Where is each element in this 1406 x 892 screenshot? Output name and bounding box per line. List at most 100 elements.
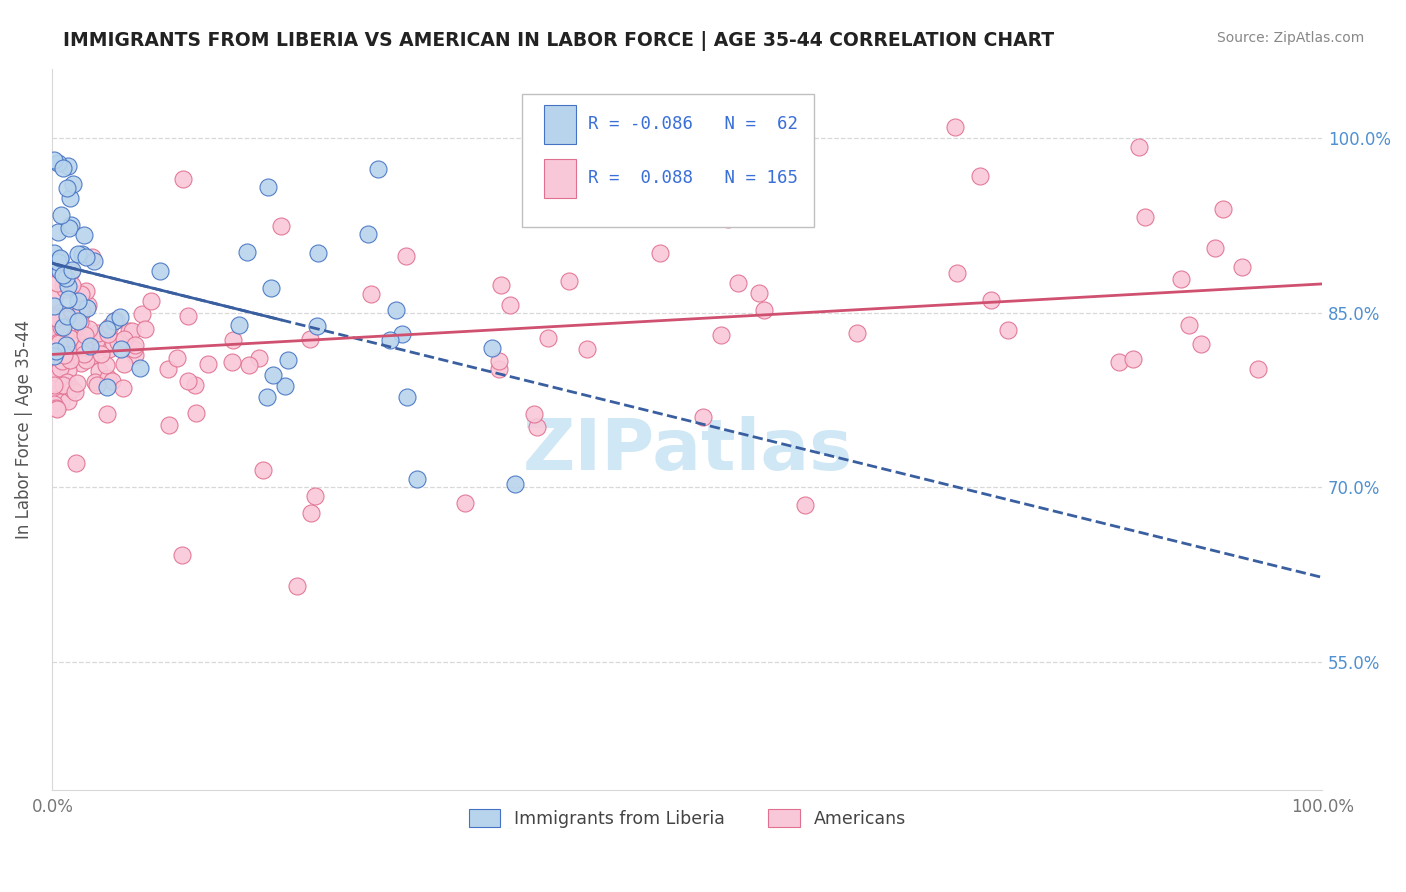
Point [52, 161, 75, 176]
Point [262, 368, 284, 382]
Point [60, 265, 83, 279]
Point [60, 382, 83, 396]
Point [112, 381, 135, 395]
Point [454, 495, 477, 509]
Point [131, 308, 153, 322]
Point [45, 324, 67, 338]
Point [945, 266, 967, 280]
Point [177, 374, 200, 388]
Point [121, 325, 143, 339]
Point [42, 332, 65, 346]
Point [56, 375, 79, 389]
Point [70, 286, 93, 301]
Point [56, 393, 79, 408]
Point [75, 284, 97, 298]
Point [149, 263, 172, 277]
Point [42, 153, 65, 168]
Point [256, 180, 278, 194]
Point [59, 351, 82, 365]
Point [1122, 351, 1144, 366]
FancyBboxPatch shape [523, 94, 814, 227]
Point [52, 334, 75, 349]
Point [65, 456, 87, 470]
Point [63, 339, 86, 353]
Point [48, 335, 70, 350]
Point [98, 318, 121, 333]
Point [222, 333, 245, 347]
Point [391, 326, 413, 341]
Point [44, 246, 66, 260]
Point [42, 376, 65, 391]
Point [59, 353, 82, 368]
Point [42, 299, 65, 313]
Text: R =  0.088   N = 165: R = 0.088 N = 165 [588, 169, 799, 187]
Point [1204, 241, 1226, 255]
Point [45, 343, 67, 358]
Point [710, 328, 733, 343]
Point [60, 332, 83, 346]
Point [97, 342, 120, 356]
Point [183, 378, 205, 392]
Point [75, 250, 97, 264]
Point [46, 276, 69, 290]
Point [55, 310, 77, 325]
Point [96, 359, 118, 373]
Point [489, 277, 512, 292]
Point [52, 277, 75, 292]
Point [299, 506, 322, 520]
Point [97, 371, 120, 385]
Point [395, 249, 418, 263]
Point [49, 395, 72, 409]
Point [141, 294, 163, 309]
Point [156, 361, 179, 376]
Point [305, 318, 328, 333]
Point [124, 337, 146, 351]
Point [997, 324, 1019, 338]
Point [256, 390, 278, 404]
Point [60, 263, 83, 277]
Point [51, 336, 73, 351]
Point [238, 358, 260, 372]
Point [86, 378, 108, 392]
Point [44, 349, 66, 363]
Point [96, 322, 118, 336]
Point [94, 327, 117, 342]
Point [70, 247, 93, 261]
Point [46, 374, 69, 388]
Point [1108, 354, 1130, 368]
Point [378, 333, 401, 347]
Point [73, 341, 96, 355]
Point [80, 250, 103, 264]
Point [307, 245, 329, 260]
Point [42, 311, 65, 326]
Point [522, 407, 544, 421]
Point [51, 317, 73, 331]
Point [79, 339, 101, 353]
Point [503, 477, 526, 491]
Point [48, 306, 70, 320]
Point [72, 319, 94, 334]
Point [112, 331, 135, 345]
Point [45, 393, 67, 408]
Point [172, 172, 194, 186]
Y-axis label: In Labor Force | Age 35-44: In Labor Force | Age 35-44 [15, 319, 32, 539]
Point [727, 276, 749, 290]
Point [134, 321, 156, 335]
Point [101, 374, 124, 388]
Point [77, 322, 100, 336]
Point [108, 310, 131, 324]
Point [648, 246, 671, 260]
Point [260, 281, 283, 295]
Point [166, 351, 188, 365]
Point [69, 315, 91, 329]
Point [56, 310, 79, 324]
Point [252, 463, 274, 477]
Point [42, 260, 65, 275]
Point [692, 410, 714, 425]
Legend: Immigrants from Liberia, Americans: Immigrants from Liberia, Americans [463, 802, 912, 835]
Point [488, 354, 510, 368]
Point [52, 268, 75, 282]
Point [42, 348, 65, 362]
Point [405, 472, 427, 486]
Point [1178, 318, 1201, 332]
